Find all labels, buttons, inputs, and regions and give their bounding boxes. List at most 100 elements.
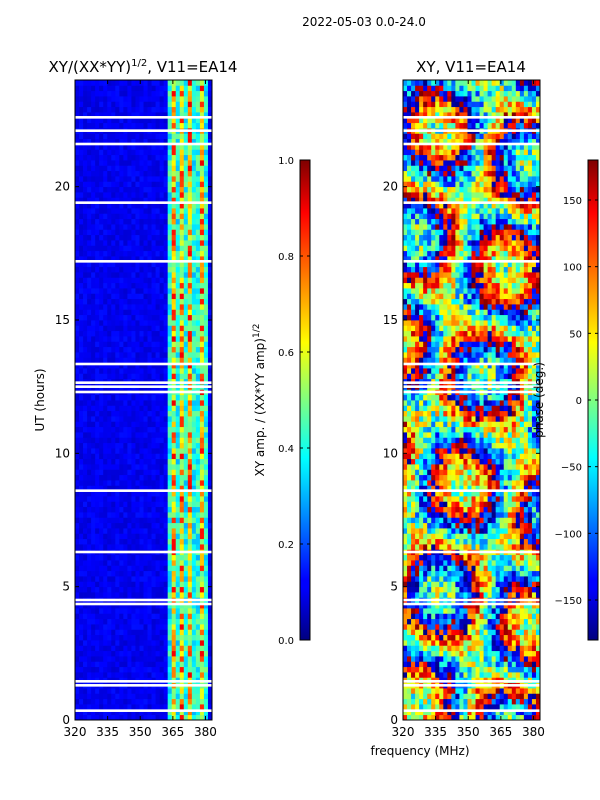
heatmap-cell bbox=[167, 570, 173, 577]
heatmap-cell bbox=[203, 282, 209, 289]
heatmap-cell bbox=[167, 256, 173, 262]
heatmap-cell bbox=[159, 496, 165, 502]
heatmap-cell bbox=[207, 330, 212, 337]
heatmap-cell bbox=[75, 400, 80, 406]
heatmap-cell bbox=[79, 229, 84, 236]
heatmap-cell bbox=[499, 640, 505, 646]
heatmap-cell bbox=[147, 192, 152, 198]
heatmap-cell bbox=[131, 314, 136, 321]
heatmap-cell bbox=[75, 341, 80, 348]
heatmap-cell bbox=[87, 186, 92, 193]
heatmap-cell bbox=[143, 138, 148, 145]
heatmap-cell bbox=[131, 613, 136, 620]
heatmap-cell bbox=[203, 266, 209, 273]
heatmap-cell bbox=[179, 362, 185, 369]
heatmap-cell bbox=[131, 304, 136, 310]
heatmap-cell bbox=[83, 101, 88, 108]
heatmap-cell bbox=[203, 138, 209, 145]
heatmap-cell bbox=[403, 709, 408, 716]
heatmap-cell bbox=[159, 656, 165, 662]
heatmap-cell bbox=[183, 426, 189, 433]
heatmap-cell bbox=[95, 656, 100, 662]
heatmap-cell bbox=[471, 602, 476, 609]
heatmap-cell bbox=[147, 325, 152, 332]
heatmap-cell bbox=[107, 277, 112, 284]
heatmap-cell bbox=[163, 421, 169, 428]
heatmap-cell bbox=[471, 624, 476, 630]
heatmap-cell bbox=[115, 202, 120, 209]
heatmap-cell bbox=[103, 544, 108, 550]
heatmap-cell bbox=[159, 485, 165, 492]
heatmap-cell bbox=[507, 693, 513, 700]
heatmap-cell bbox=[479, 634, 484, 641]
heatmap-cell bbox=[99, 144, 104, 150]
heatmap-cell bbox=[111, 208, 116, 214]
heatmap-cell bbox=[99, 522, 104, 529]
heatmap-cell bbox=[447, 666, 452, 673]
heatmap-cell bbox=[115, 410, 120, 417]
heatmap-cell bbox=[183, 325, 189, 332]
heatmap-cell bbox=[119, 629, 124, 636]
heatmap-cell bbox=[79, 666, 84, 673]
heatmap-cell bbox=[159, 544, 165, 550]
heatmap-cell bbox=[187, 522, 193, 529]
heatmap-cell bbox=[167, 405, 173, 412]
heatmap-cell bbox=[179, 480, 185, 486]
heatmap-cell bbox=[431, 586, 436, 593]
heatmap-cell bbox=[467, 698, 472, 705]
heatmap-cell bbox=[167, 229, 173, 236]
heatmap-cell bbox=[471, 714, 476, 720]
heatmap-cell bbox=[79, 442, 84, 449]
heatmap-cell bbox=[83, 453, 88, 460]
heatmap-cell bbox=[207, 592, 212, 598]
heatmap-cell bbox=[75, 192, 80, 198]
heatmap-cell bbox=[159, 560, 165, 566]
heatmap-cell bbox=[83, 693, 88, 700]
heatmap-cell bbox=[147, 282, 152, 289]
heatmap-cell bbox=[207, 709, 212, 716]
heatmap-cell bbox=[435, 645, 440, 652]
heatmap-cell bbox=[187, 208, 193, 214]
heatmap-cell bbox=[79, 522, 84, 529]
heatmap-cell bbox=[475, 688, 480, 694]
heatmap-cell bbox=[159, 576, 165, 582]
heatmap-cell bbox=[111, 309, 116, 316]
heatmap-cell bbox=[491, 592, 497, 598]
heatmap-cell bbox=[159, 122, 165, 129]
heatmap-cell bbox=[143, 480, 148, 486]
heatmap-cell bbox=[111, 458, 116, 465]
heatmap-cell bbox=[471, 650, 476, 657]
heatmap-cell bbox=[107, 288, 112, 294]
heatmap-cell bbox=[171, 661, 177, 668]
heatmap-cell bbox=[103, 325, 108, 332]
heatmap-cell bbox=[135, 480, 140, 486]
heatmap-cell bbox=[179, 704, 185, 710]
heatmap-cell bbox=[139, 368, 144, 374]
heatmap-cell bbox=[187, 133, 193, 140]
heatmap-cell bbox=[131, 602, 136, 609]
heatmap-cell bbox=[159, 80, 165, 86]
heatmap-cell bbox=[203, 218, 209, 225]
heatmap-cell bbox=[199, 186, 205, 193]
heatmap-cell bbox=[191, 629, 197, 636]
heatmap-cell bbox=[203, 554, 209, 561]
heatmap-cell bbox=[83, 218, 88, 225]
heatmap-cell bbox=[415, 704, 420, 710]
heatmap-cell bbox=[447, 709, 452, 716]
heatmap-cell bbox=[187, 250, 193, 257]
heatmap-cell bbox=[99, 133, 104, 140]
heatmap-cell bbox=[103, 538, 108, 545]
heatmap-cell bbox=[115, 634, 120, 641]
heatmap-cell bbox=[171, 133, 177, 140]
heatmap-cell bbox=[143, 122, 148, 129]
heatmap-cell bbox=[75, 208, 80, 214]
heatmap-cell bbox=[167, 410, 173, 417]
heatmap-cell bbox=[195, 394, 201, 401]
heatmap-cell bbox=[187, 490, 193, 497]
heatmap-cell bbox=[171, 560, 177, 566]
heatmap-cell bbox=[95, 554, 100, 561]
heatmap-cell bbox=[147, 464, 152, 470]
heatmap-cell bbox=[123, 96, 128, 102]
heatmap-cell bbox=[175, 352, 181, 358]
heatmap-cell bbox=[179, 714, 185, 720]
